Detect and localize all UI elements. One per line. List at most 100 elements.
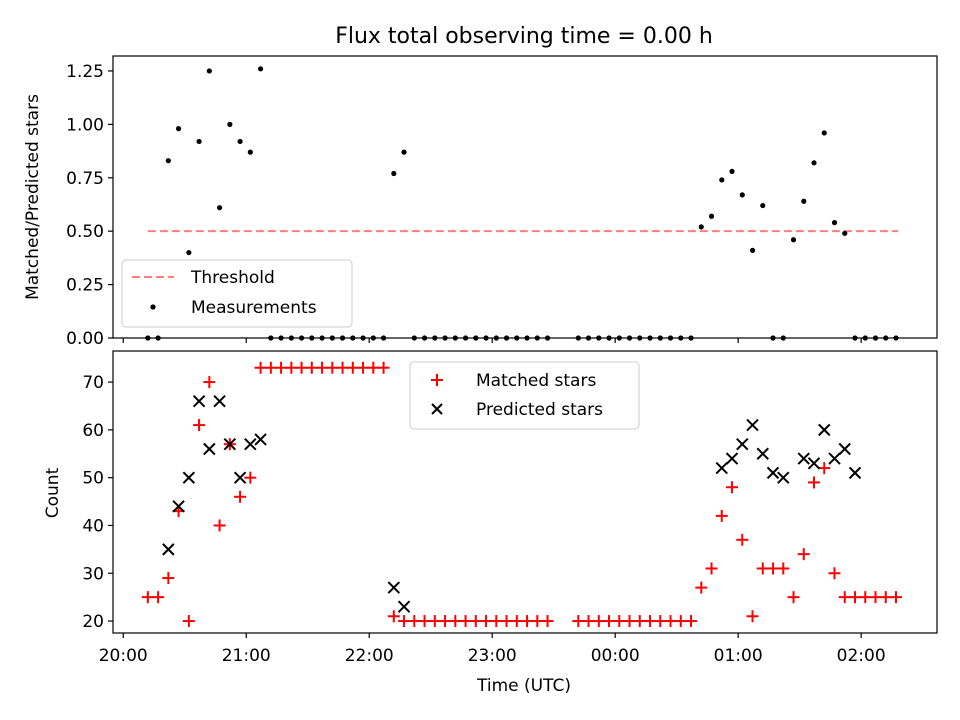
- measurement-point: [216, 205, 223, 211]
- bottom-axes-frame: [112, 350, 938, 634]
- matched-star-point: [808, 476, 821, 489]
- predicted-star-point: [766, 466, 780, 480]
- top-legend: Threshold Measurements: [121, 259, 353, 328]
- matched-star-point: [603, 615, 616, 628]
- measurement-point: [227, 121, 233, 127]
- measurement-point: [801, 198, 807, 204]
- bottom-plot-marks: [141, 361, 903, 628]
- predicted-star-point: [223, 437, 237, 451]
- x-tick-label: 01:00: [714, 646, 763, 666]
- matched-star-point: [213, 519, 226, 532]
- predicted-star-point: [182, 471, 196, 484]
- measurement-point: [698, 224, 704, 230]
- matched-star-point: [685, 615, 698, 628]
- matched-star-point: [715, 509, 728, 522]
- matched-star-point: [490, 615, 503, 628]
- matched-star-point: [633, 615, 646, 628]
- matched-star-point: [623, 615, 636, 628]
- matched-star-point: [377, 361, 390, 374]
- matched-star-point: [828, 567, 841, 580]
- matched-star-point: [254, 361, 267, 374]
- top-legend-box: [121, 259, 353, 328]
- predicted-star-point: [213, 394, 226, 408]
- matched-star-point: [193, 419, 206, 432]
- measurement-point: [206, 68, 212, 74]
- matched-star-point: [705, 562, 718, 575]
- matched-star-point: [654, 615, 667, 628]
- matched-star-point: [162, 572, 175, 585]
- matched-star-point: [244, 471, 257, 484]
- measurement-point: [790, 237, 797, 243]
- matched-star-point: [469, 615, 482, 628]
- predicted-star-point: [756, 447, 769, 460]
- measurement-point: [196, 138, 202, 145]
- matched-star-point: [285, 361, 298, 374]
- matched-star-point: [613, 615, 626, 628]
- measurement-point: [719, 177, 725, 183]
- matched-star-point: [316, 361, 329, 374]
- matched-star-point: [264, 361, 277, 374]
- matched-star-point: [336, 361, 349, 374]
- matched-star-point: [480, 615, 493, 628]
- matched-star-point: [234, 490, 247, 503]
- top-x-ticks: [122, 338, 862, 343]
- bottom-y-tick-label: 20: [82, 612, 104, 632]
- bottom-legend: Matched stars Predicted stars: [409, 361, 640, 430]
- predicted-star-point: [848, 466, 862, 480]
- matched-star-point: [275, 361, 288, 374]
- matched-star-point: [767, 562, 780, 575]
- matched-star-point: [664, 615, 677, 628]
- matched-star-point: [890, 591, 903, 604]
- predicted-star-point: [192, 394, 206, 408]
- matched-star-point: [756, 562, 769, 575]
- x-tick-label: 23:00: [468, 646, 517, 666]
- matched-star-point: [418, 615, 431, 628]
- x-tick-label: 20:00: [99, 646, 148, 666]
- matched-star-point: [141, 591, 154, 604]
- matched-star-point: [346, 361, 359, 374]
- predicted-star-point: [746, 418, 759, 432]
- predicted-star-point: [397, 600, 411, 613]
- predicted-star-point: [828, 452, 841, 465]
- measurement-point: [237, 138, 243, 145]
- predicted-star-point: [725, 452, 739, 465]
- matched-star-point: [869, 591, 882, 604]
- x-tick-label: 21:00: [222, 646, 271, 666]
- matched-star-point: [736, 533, 749, 546]
- matched-star-point: [859, 591, 872, 604]
- matched-star-point: [367, 361, 380, 374]
- matched-star-point: [879, 591, 892, 604]
- bottom-y-tick-label: 60: [82, 421, 104, 441]
- top-panel: Flux total observing time = 0.00 h 0.000…: [23, 24, 938, 349]
- bottom-y-axis-label: Count: [43, 467, 63, 518]
- matched-star-point: [510, 615, 523, 628]
- top-y-tick-label: 0.75: [66, 169, 104, 189]
- legend-matched-swatch: [431, 374, 443, 386]
- x-tick-label: 22:00: [345, 646, 394, 666]
- bottom-y-tick-label: 50: [82, 469, 104, 489]
- chart-title: Flux total observing time = 0.00 h: [335, 24, 713, 49]
- matched-star-point: [592, 615, 605, 628]
- matched-star-point: [787, 591, 800, 604]
- matched-star-point: [428, 615, 441, 628]
- matched-star-point: [182, 615, 195, 628]
- matched-star-point: [582, 615, 595, 628]
- legend-predicted-swatch: [431, 403, 443, 415]
- matched-star-point: [357, 361, 370, 374]
- measurement-point: [729, 168, 735, 174]
- legend-measurements-swatch: [150, 304, 156, 310]
- measurement-point: [247, 149, 253, 155]
- measurement-point: [842, 230, 848, 236]
- legend-predicted-label: Predicted stars: [476, 400, 603, 420]
- matched-star-point: [203, 376, 216, 389]
- matched-star-point: [398, 615, 411, 628]
- top-y-tick-label: 1.00: [66, 115, 104, 135]
- predicted-star-point: [172, 500, 185, 513]
- matched-star-point: [746, 610, 759, 623]
- matched-star-point: [838, 591, 851, 604]
- top-y-axis-label: Matched/Predicted stars: [23, 94, 43, 300]
- bottom-y-tick-label: 70: [82, 373, 104, 393]
- predicted-star-point: [203, 442, 216, 456]
- matched-star-point: [541, 615, 554, 628]
